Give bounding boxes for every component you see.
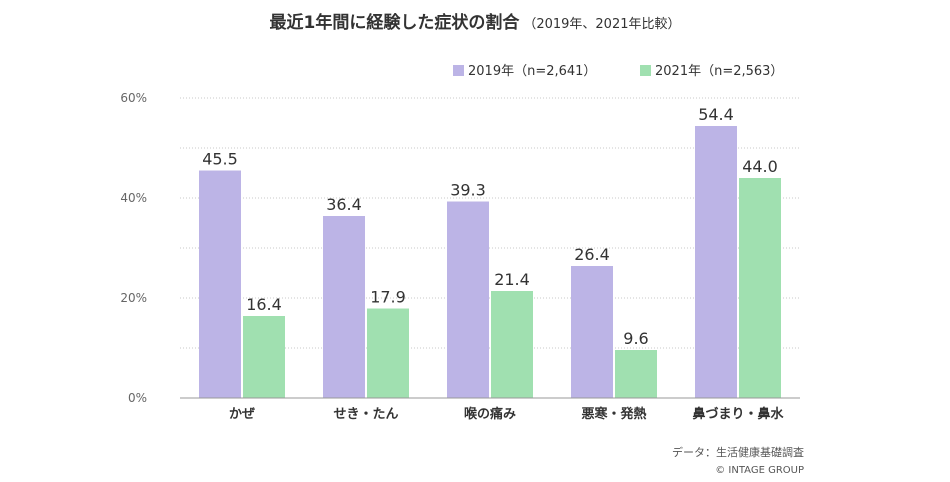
bar [323, 216, 365, 398]
legend-label: 2021年（n=2,563） [655, 64, 783, 79]
y-tick-label: 40% [120, 191, 147, 205]
category-label: せき・たん [333, 407, 398, 422]
bar [739, 178, 781, 398]
bar-value-label: 54.4 [698, 105, 734, 124]
bar-value-label: 45.5 [202, 150, 238, 169]
bar [615, 350, 657, 398]
bar-value-label: 9.6 [623, 329, 648, 348]
chart-title: 最近1年間に経験した症状の割合 （2019年、2021年比較） [0, 8, 950, 33]
bar-value-label: 16.4 [246, 295, 282, 314]
category-label: 鼻づまり・鼻水 [692, 406, 784, 422]
bar-value-label: 39.3 [450, 181, 486, 200]
y-tick-label: 60% [120, 91, 147, 105]
bar-value-label: 17.9 [370, 288, 406, 307]
bar [367, 308, 409, 398]
copyright-note: © INTAGE GROUP [715, 465, 804, 476]
bar-value-label: 26.4 [574, 245, 610, 264]
y-tick-label: 0% [128, 391, 147, 405]
legend-swatch [453, 65, 464, 76]
bar-value-label: 21.4 [494, 270, 530, 289]
category-label: 喉の痛み [464, 406, 516, 422]
bar [695, 126, 737, 398]
y-tick-label: 20% [120, 291, 147, 305]
bar [199, 170, 241, 398]
chart-subtitle: （2019年、2021年比較） [523, 17, 681, 32]
bar [491, 291, 533, 398]
bar [243, 316, 285, 398]
data-source-note: データ：生活健康基礎調査 [672, 446, 804, 459]
legend-swatch [640, 65, 651, 76]
category-label: 悪寒・発熱 [581, 406, 646, 422]
bar-value-label: 44.0 [742, 157, 778, 176]
chart-title-main: 最近1年間に経験した症状の割合 [269, 13, 520, 33]
bar-value-label: 36.4 [326, 195, 362, 214]
bar [571, 266, 613, 398]
bar [447, 201, 489, 398]
legend-label: 2019年（n=2,641） [468, 64, 596, 79]
category-label: かぜ [229, 407, 255, 422]
